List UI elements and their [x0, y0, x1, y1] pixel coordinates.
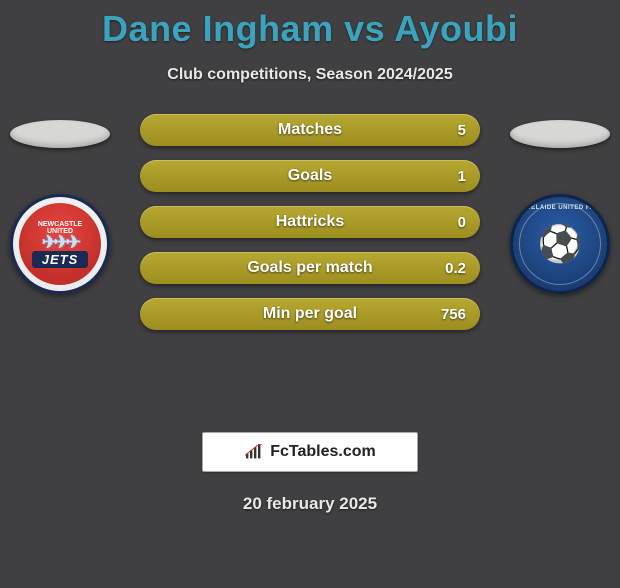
stat-row-matches: Matches5	[140, 114, 480, 146]
stat-row-hattricks: Hattricks0	[140, 206, 480, 238]
badge-adelaide-ring	[519, 203, 601, 285]
player-left-column: NEWCASTLEUNITED ✈✈✈ JETS	[0, 114, 120, 294]
stat-label: Min per goal	[140, 305, 480, 323]
stat-label: Goals per match	[140, 259, 480, 277]
player-right-avatar-placeholder	[510, 120, 610, 148]
stat-label: Hattricks	[140, 213, 480, 231]
badge-adelaide-arc-text: ADELAIDE UNITED F.C.	[513, 205, 607, 211]
badge-newcastle-jets-label: JETS	[32, 251, 89, 268]
stat-label: Goals	[140, 167, 480, 185]
stat-label: Matches	[140, 121, 480, 139]
player-left-avatar-placeholder	[10, 120, 110, 148]
comparison-panel: NEWCASTLEUNITED ✈✈✈ JETS ADELAIDE UNITED…	[0, 114, 620, 414]
stats-bars: Matches5Goals1Hattricks0Goals per match0…	[140, 114, 480, 344]
page-title: Dane Ingham vs Ayoubi	[0, 8, 620, 50]
date-label: 20 february 2025	[0, 494, 620, 514]
stat-value-right: 756	[441, 306, 466, 323]
club-badge-right: ADELAIDE UNITED F.C. ⚽	[510, 194, 610, 294]
stat-row-goals: Goals1	[140, 160, 480, 192]
player-right-column: ADELAIDE UNITED F.C. ⚽	[500, 114, 620, 294]
subtitle: Club competitions, Season 2024/2025	[0, 66, 620, 84]
stat-value-right: 0	[458, 214, 466, 231]
club-badge-left: NEWCASTLEUNITED ✈✈✈ JETS	[10, 194, 110, 294]
brand-box[interactable]: FcTables.com	[202, 432, 418, 472]
badge-newcastle-inner: NEWCASTLEUNITED ✈✈✈ JETS	[19, 203, 101, 285]
stat-value-right: 5	[458, 122, 466, 139]
stat-row-goals_per_match: Goals per match0.2	[140, 252, 480, 284]
brand-chart-icon	[244, 444, 264, 460]
badge-newcastle-planes-icon: ✈✈✈	[42, 235, 78, 249]
stat-value-right: 0.2	[445, 260, 466, 277]
stat-row-min_per_goal: Min per goal756	[140, 298, 480, 330]
stat-value-right: 1	[458, 168, 466, 185]
brand-label: FcTables.com	[270, 443, 376, 461]
